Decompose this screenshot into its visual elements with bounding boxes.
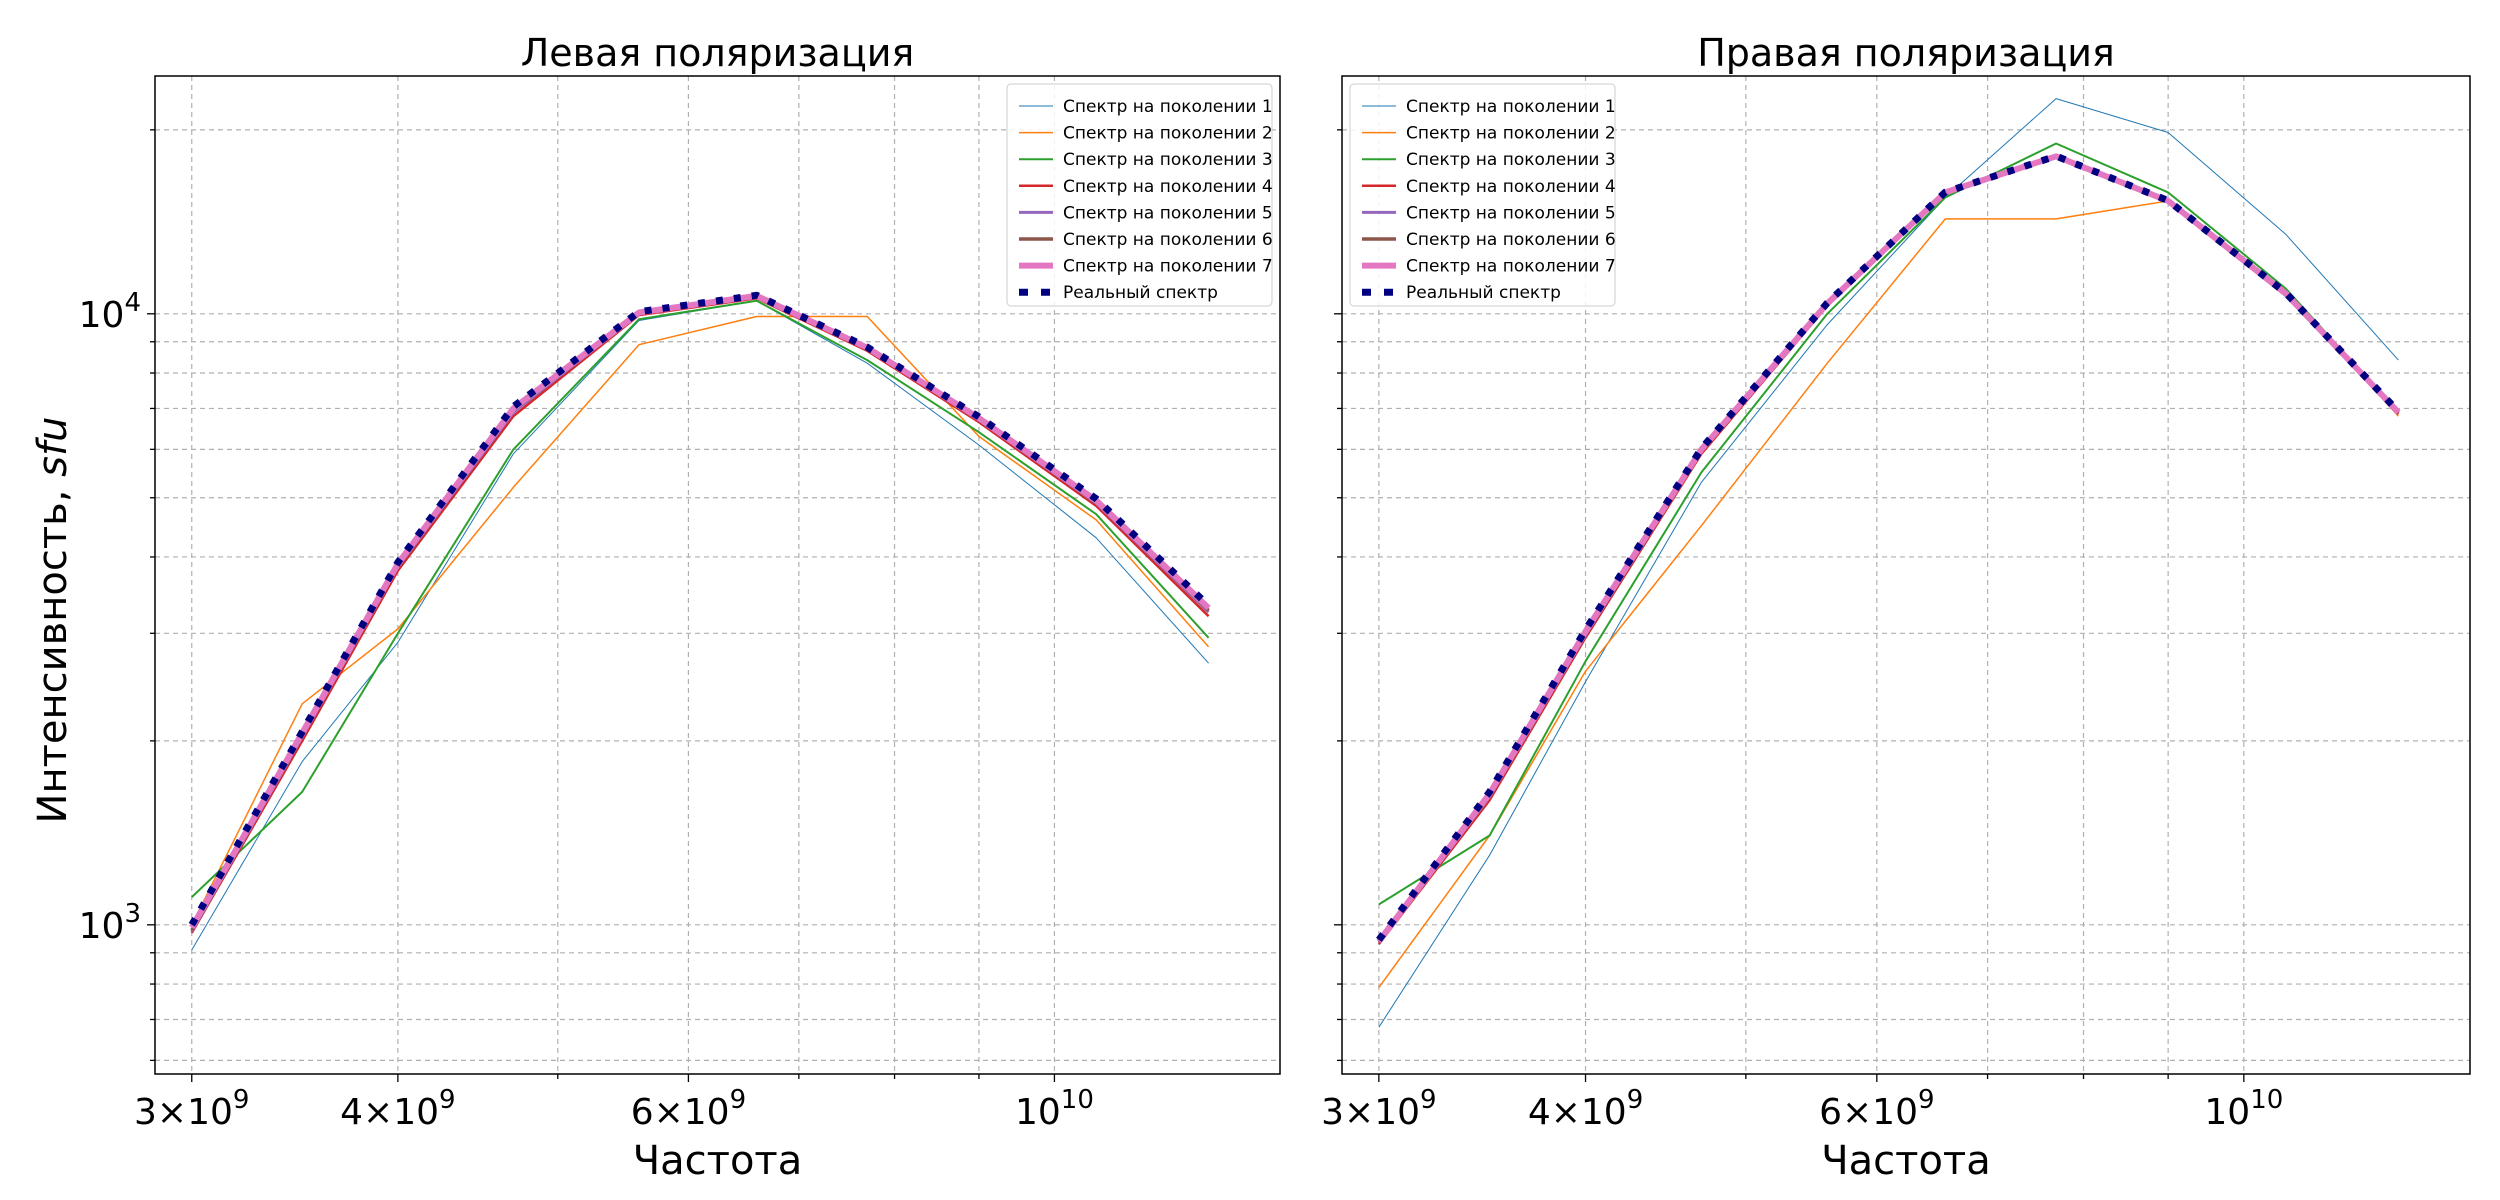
axis-ticks <box>1334 129 2245 1082</box>
plot-frame <box>1341 75 2471 1075</box>
series-line-2 <box>1378 200 2399 988</box>
legend-label: Спектр на поколении 6 <box>1063 230 1273 250</box>
y-axis-label-text: Интенсивность, sfu <box>30 417 76 824</box>
legend-label: Спектр на поколении 7 <box>1406 257 1616 277</box>
y-tick-label: 103 <box>79 899 141 947</box>
legend-label: Спектр на поколении 4 <box>1063 177 1273 197</box>
chart-title: Левая поляризация <box>521 31 915 75</box>
y-tick-label: 104 <box>79 288 141 336</box>
series-line-3 <box>191 299 1210 898</box>
series-line-8 <box>188 291 1212 927</box>
axis-ticks <box>147 129 1056 1082</box>
y-axis-label-prefix: Интенсивность, <box>30 477 76 824</box>
legend-label: Спектр на поколении 5 <box>1063 203 1273 223</box>
x-tick-label: 4×109 <box>1528 1085 1643 1133</box>
legend-label: Спектр на поколении 1 <box>1063 97 1273 117</box>
legend-label: Спектр на поколении 7 <box>1063 257 1273 277</box>
x-axis-label: Частота <box>633 1138 803 1184</box>
x-axis-label: Частота <box>1821 1138 1991 1184</box>
chart-title: Правая поляризация <box>1697 31 2115 75</box>
x-tick-label: 3×109 <box>1321 1085 1436 1133</box>
legend-label: Спектр на поколении 6 <box>1406 230 1616 250</box>
legend-label: Спектр на поколении 5 <box>1406 203 1616 223</box>
legend-label: Спектр на поколении 4 <box>1406 177 1616 197</box>
plot-frame <box>154 75 1281 1075</box>
x-tick-label: 6×109 <box>1819 1085 1934 1133</box>
x-tick-label: 4×109 <box>340 1085 455 1133</box>
legend-label: Спектр на поколении 2 <box>1063 124 1273 144</box>
series-line-4 <box>190 297 1210 934</box>
series-line-7 <box>189 292 1211 929</box>
series-line-2 <box>191 315 1210 926</box>
x-tick-label: 1010 <box>2204 1085 2283 1133</box>
chart-left-polarization: 3×109 4×109 6×109 1010 103 104 Левая поляризац… <box>79 31 1281 1184</box>
legend-label: Спектр на поколении 3 <box>1406 150 1616 170</box>
series-line-1 <box>1378 98 2399 1028</box>
y-axis-label: Интенсивность, sfu <box>30 417 76 824</box>
x-tick-label: 6×109 <box>631 1085 746 1133</box>
legend: Спектр на поколении 1 Спектр на поколении… <box>1349 83 1616 307</box>
series-group <box>188 291 1212 951</box>
series-line-3 <box>1378 142 2400 906</box>
series-line-6 <box>190 294 1210 932</box>
legend-label: Спектр на поколении 3 <box>1063 150 1273 170</box>
legend-box <box>1006 83 1273 307</box>
legend-label: Спектр на поколении 2 <box>1406 124 1616 144</box>
series-line-7 <box>1376 153 2401 944</box>
legend-label: Спектр на поколении 1 <box>1406 97 1616 117</box>
legend-box <box>1349 83 1616 307</box>
x-tick-label: 1010 <box>1015 1085 1094 1133</box>
legend: Спектр на поколении 1 Спектр на поколении… <box>1006 83 1273 307</box>
y-axis-label-unit: sfu <box>30 417 76 477</box>
chart-right-polarization: 3×109 4×109 6×109 1010 Правая поляризация Час… <box>1321 31 2471 1184</box>
series-group <box>1376 98 2401 1028</box>
series-line-5 <box>190 295 1210 933</box>
series-line-1 <box>191 300 1209 951</box>
legend-label: Реальный спектр <box>1406 283 1561 303</box>
grid <box>1342 76 2470 1074</box>
legend-label: Реальный спектр <box>1063 283 1218 303</box>
x-tick-label: 3×109 <box>134 1085 249 1133</box>
